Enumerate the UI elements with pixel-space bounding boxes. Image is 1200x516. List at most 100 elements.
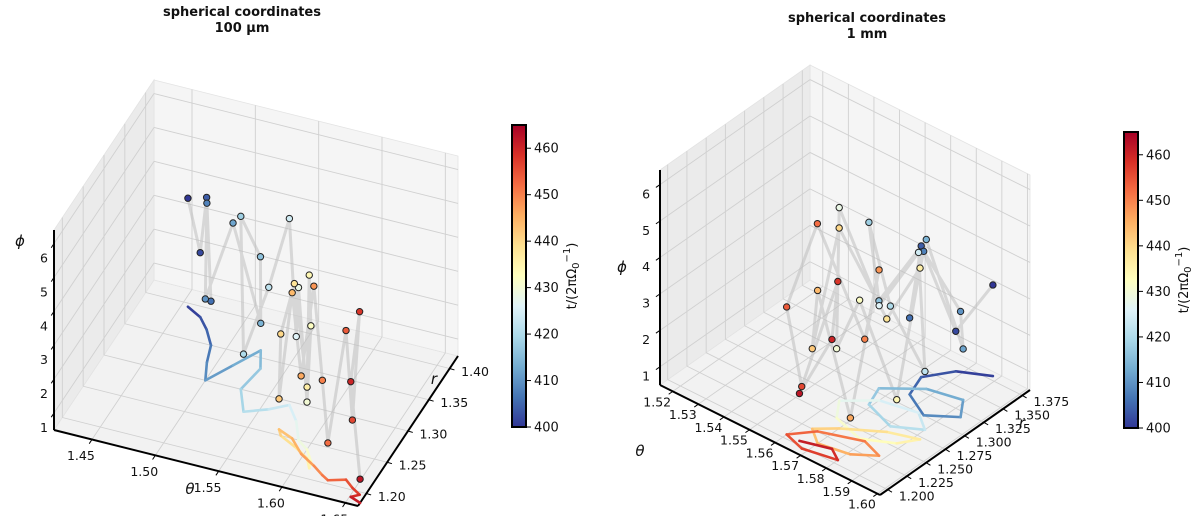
phi-tick-label: 6 xyxy=(40,251,48,266)
floor-projection-segment xyxy=(277,428,294,440)
colorbar-tick-label: 400 xyxy=(534,421,559,436)
data-point xyxy=(303,383,311,391)
floor-projection-segment xyxy=(349,495,362,505)
gridline xyxy=(659,188,811,295)
panel-100um: 1.45 1.50 1.55 1.60 1.65 1.20 1.25 1.30 1.35 1.40… xyxy=(15,5,582,516)
data-point xyxy=(813,286,822,295)
colorbar-tick-label: 410 xyxy=(1146,376,1171,391)
data-point xyxy=(356,475,364,483)
trajectory-line xyxy=(186,195,362,480)
floor-projection-segment xyxy=(919,370,958,379)
r-axis-label: r xyxy=(1019,414,1026,432)
floor-projection-segment xyxy=(351,486,361,497)
gridline xyxy=(672,286,824,392)
data-point xyxy=(203,199,211,207)
r-tick-label: 1.300 xyxy=(976,434,1012,449)
floor-projection-segment xyxy=(344,478,354,490)
floor-projection-segment xyxy=(816,442,852,456)
floor-projection-segment xyxy=(849,453,881,458)
colorbar-tick-label: 420 xyxy=(1146,330,1171,345)
data-point xyxy=(914,248,923,257)
data-point xyxy=(956,307,965,316)
floor-projection-segment xyxy=(204,361,209,382)
theta-tick-mark xyxy=(745,429,750,434)
floor-projection-segment xyxy=(294,419,300,442)
gridline xyxy=(103,354,409,432)
floor-projection-segment xyxy=(785,430,819,436)
floor-projection-segment xyxy=(239,367,262,391)
r-tick-mark xyxy=(1002,408,1008,412)
r-tick-label: 1.20 xyxy=(378,489,406,504)
data-point xyxy=(905,314,914,322)
data-point xyxy=(952,327,960,335)
floor-projection-segment xyxy=(242,408,271,414)
r-tick-label: 1.40 xyxy=(461,364,489,379)
gridline xyxy=(659,79,811,185)
r-tick-mark xyxy=(906,475,912,480)
floor-projection-segment xyxy=(312,464,324,477)
data-point xyxy=(256,253,265,261)
theta-tick-label: 1.54 xyxy=(694,420,722,435)
gridline xyxy=(62,417,367,494)
gridline xyxy=(725,338,946,450)
phi-tick-label: 3 xyxy=(40,352,48,367)
theta-tick-mark xyxy=(88,439,93,444)
gridline xyxy=(851,375,1003,482)
data-point xyxy=(348,416,357,424)
phi-tick-mark xyxy=(655,329,661,334)
gridline xyxy=(153,127,459,204)
floor-projection-segment xyxy=(186,305,202,319)
data-point xyxy=(265,283,273,291)
r-tick-label: 1.275 xyxy=(957,448,993,463)
data-point xyxy=(813,219,822,228)
colorbar-tick-label: 450 xyxy=(534,188,559,203)
floor-projection-segment xyxy=(959,398,965,419)
data-point xyxy=(832,344,841,353)
floor-projection-segment xyxy=(837,427,889,434)
theta-tick-mark xyxy=(796,454,801,459)
theta-tick-label: 1.45 xyxy=(67,448,95,463)
data-point xyxy=(865,218,873,227)
phi-tick-mark xyxy=(50,344,55,350)
floor-projection-segment xyxy=(205,328,213,347)
r-tick-label: 1.200 xyxy=(899,488,935,503)
gridline xyxy=(83,385,388,463)
data-point xyxy=(342,326,350,335)
gridline xyxy=(53,195,155,346)
colorbar-tick-label: 450 xyxy=(1146,194,1171,209)
phi-tick-mark xyxy=(50,378,55,384)
r-tick-label: 1.25 xyxy=(399,458,427,473)
theta-tick-mark xyxy=(278,486,283,492)
gridline xyxy=(826,362,977,469)
data-point xyxy=(835,224,843,232)
floor-projection-segment xyxy=(267,403,291,411)
data-point xyxy=(290,279,299,288)
theta-tick-label: 1.59 xyxy=(822,484,850,499)
phi-axis-label: ϕ xyxy=(15,232,25,250)
gridline xyxy=(53,161,155,312)
data-point xyxy=(875,301,883,310)
data-point xyxy=(257,319,265,328)
colorbar-tick-label: 430 xyxy=(534,281,559,296)
colorbar-tick-label: 440 xyxy=(1146,239,1171,254)
r-tick-label: 1.225 xyxy=(918,475,954,490)
phi-tick-label: 4 xyxy=(40,318,48,333)
data-point xyxy=(921,367,929,376)
phi-tick-mark xyxy=(655,184,661,188)
data-point xyxy=(835,203,843,212)
data-point xyxy=(798,382,806,391)
r-tick-mark xyxy=(964,435,970,439)
floor-projection-segment xyxy=(290,437,303,456)
data-point xyxy=(229,219,237,227)
r-tick-mark xyxy=(983,421,989,426)
data-point xyxy=(184,194,192,202)
phi-tick-mark xyxy=(50,243,55,248)
colorbar-label: t/(2πΩ0−1) xyxy=(1174,247,1194,314)
floor-projection-segment xyxy=(288,403,298,423)
theta-tick-mark xyxy=(693,403,699,408)
phi-tick-label: 3 xyxy=(642,296,650,311)
gridline xyxy=(659,152,811,258)
data-point xyxy=(808,344,816,353)
panel-title-line2: 1 mm xyxy=(847,27,888,42)
